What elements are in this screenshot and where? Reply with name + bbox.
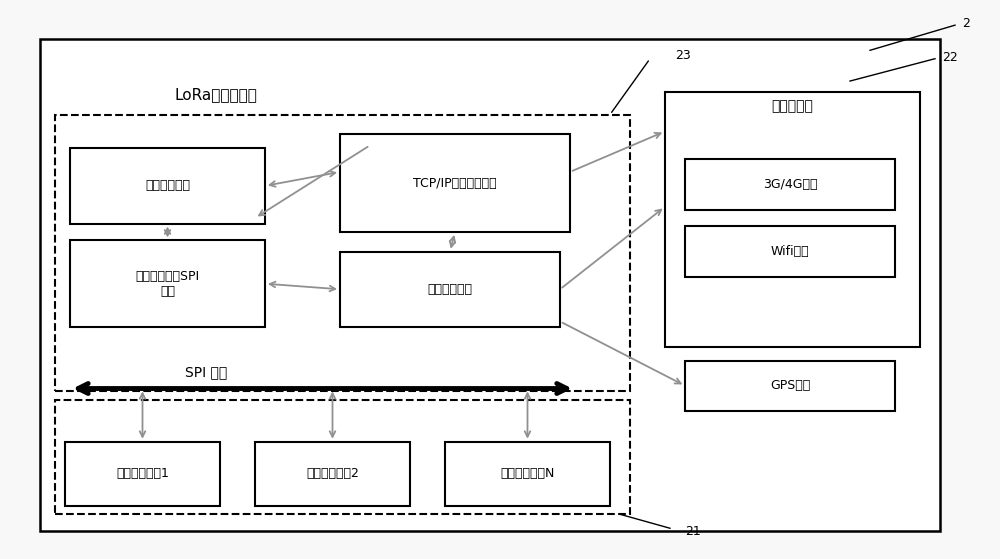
Text: 23: 23: [675, 49, 691, 63]
Text: 数据处理模块: 数据处理模块: [145, 179, 190, 192]
Text: 通讯处理接口SPI
模块: 通讯处理接口SPI 模块: [135, 269, 200, 298]
Bar: [665, 92, 920, 347]
Text: 网关处理模块2: 网关处理模块2: [306, 467, 359, 480]
Bar: [70, 148, 265, 224]
Text: 3G/4G模块: 3G/4G模块: [763, 178, 817, 191]
Text: 网关处理模块N: 网关处理模块N: [500, 467, 555, 480]
Bar: [340, 252, 560, 327]
Bar: [685, 226, 895, 277]
Bar: [255, 442, 410, 506]
Bar: [70, 240, 265, 327]
Text: SPI 总线: SPI 总线: [185, 364, 227, 379]
Text: 主控制器模块: 主控制器模块: [428, 283, 473, 296]
Text: 互联网模块: 互联网模块: [772, 99, 813, 113]
Bar: [55, 400, 630, 514]
Text: TCP/IP协议处理模块: TCP/IP协议处理模块: [413, 177, 497, 190]
Text: 21: 21: [685, 524, 701, 538]
Bar: [340, 134, 570, 232]
Text: LoRa基站路由器: LoRa基站路由器: [175, 88, 258, 102]
Bar: [685, 159, 895, 210]
Bar: [685, 361, 895, 411]
Text: Wifi模块: Wifi模块: [771, 245, 809, 258]
Bar: [65, 442, 220, 506]
Text: 2: 2: [962, 17, 970, 30]
Text: 网关处理模块1: 网关处理模块1: [116, 467, 169, 480]
Text: 22: 22: [942, 50, 958, 64]
Bar: [55, 115, 630, 391]
Bar: [445, 442, 610, 506]
Text: GPS模块: GPS模块: [770, 379, 810, 392]
Bar: [40, 39, 940, 531]
